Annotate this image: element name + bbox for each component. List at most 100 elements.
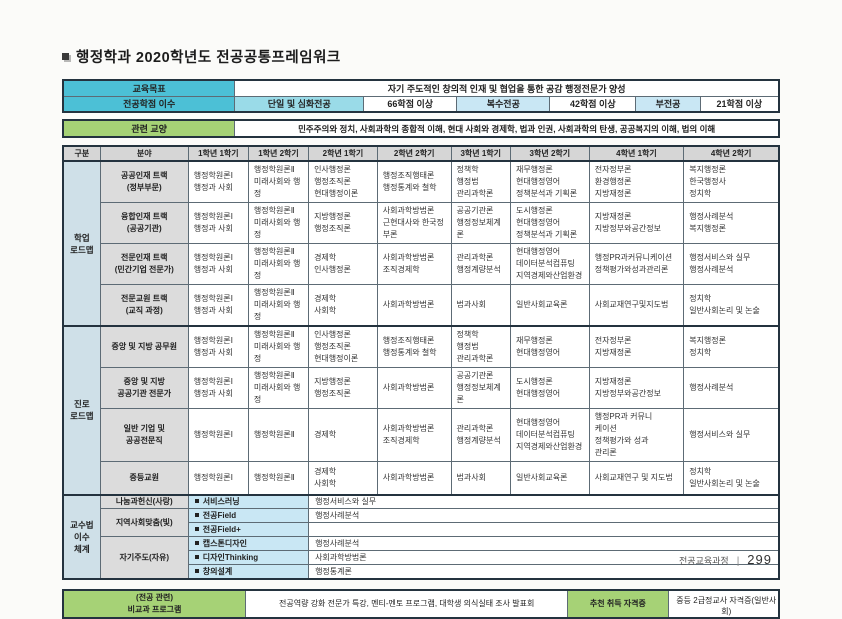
course-cell: 정치학 일반사회논리 및 논술	[683, 461, 780, 495]
course-cell: 행정학원론Ⅱ	[247, 408, 310, 462]
extra-row: (전공 관련) 비교과 프로그램 전공역량 강화 전문가 특강, 멘티-멘토 프…	[62, 589, 780, 618]
curriculum-row: 융합인재 트랙 (공공기관) 행정학원론Ⅰ 행정과 사회 행정학원론Ⅱ 미래사회와 …	[63, 202, 780, 244]
teaching-row: 창의설계 행정통계론	[63, 564, 780, 579]
credit-value-minor: 21학점 이상	[699, 95, 780, 113]
column-header: 4학년 2학기	[683, 145, 780, 162]
track-label: 중등교원	[99, 461, 189, 495]
teaching-row: 전공Field+	[63, 522, 780, 537]
noncurricular-label: (전공 관련) 비교과 프로그램	[62, 589, 247, 618]
course-cell: 행정학원론Ⅱ	[247, 461, 310, 495]
goal-value: 자기 주도적인 창의적 인재 및 협업을 통한 공감 행정전문가 양성	[234, 79, 780, 97]
course-cell: 일반사회교육론	[509, 284, 590, 327]
course-cell: 공공기관론 행정정보체계론	[450, 202, 511, 244]
credit-value-single: 66학점 이상	[363, 95, 458, 113]
teaching-course-cell: 행정사례분석	[308, 508, 780, 523]
course-cell: 지방재정론 지방정부와공간정보	[588, 202, 685, 244]
course-cell: 행정학원론Ⅱ 미래사회와 행정	[247, 367, 310, 409]
column-header: 2학년 1학기	[308, 145, 378, 162]
liberal-table: 관련 교양 민주주의와 정치, 사회과학의 종합적 이해, 현대 사회와 경제학…	[62, 119, 780, 138]
course-cell: 경제학 인사행정론	[308, 243, 378, 285]
teaching-course-cell: 사회과학방법론	[308, 550, 780, 565]
course-cell: 행정학원론Ⅰ 행정과 사회	[187, 284, 249, 327]
course-cell: 행정학원론Ⅱ 미래사회와 행정	[247, 160, 310, 203]
course-cell: 행정학원론Ⅱ 미래사회와 행정	[247, 243, 310, 285]
teaching-method-text: 디자인Thinking	[202, 553, 259, 562]
course-cell: 사회과학방법론 조직경제학	[376, 408, 452, 462]
track-label: 중앙 및 지방 공무원	[99, 325, 189, 368]
teaching-method-label: 서비스러닝	[187, 493, 310, 509]
track-label: 전문인재 트랙 (민간기업 전문가)	[99, 243, 189, 285]
course-cell: 복지행정론 정치학	[683, 325, 780, 368]
course-cell: 관리과학론 행정계량분석	[450, 408, 511, 462]
course-cell: 도시행정론 현대행정영어 정책분석과 기획론	[509, 202, 590, 244]
course-cell: 경제학 사회학	[308, 461, 378, 495]
credit-type-double: 복수전공	[456, 95, 551, 113]
curriculum-table: 구분 분야 1학년 1학기 1학년 2학기 2학년 1학기 2학년 2학기 3학년 1학기 3…	[62, 145, 780, 580]
course-cell: 행정학원론Ⅰ 행정과 사회	[187, 202, 249, 244]
page-title: 행정학과 2020학년도 전공공통프레임워크	[76, 50, 341, 66]
column-header: 3학년 1학기	[450, 145, 511, 162]
course-cell: 사회과학방법론 조직경제학	[376, 243, 452, 285]
course-cell: 복지행정론 한국행정사 정치학	[683, 160, 780, 203]
course-cell: 경제학 사회학	[308, 284, 378, 327]
liberal-value: 민주주의와 정치, 사회과학의 종합적 이해, 현대 사회와 경제학, 법과 인…	[234, 119, 780, 138]
course-cell: 행정조직행태론 행정통계와 철학	[376, 160, 452, 203]
course-cell: 사회과학방법론	[376, 284, 452, 327]
course-cell: 현대행정영어 데이터분석컴퓨팅 지역경제와산업환경	[509, 243, 590, 285]
bullet-square-icon	[194, 568, 199, 573]
teaching-method-text: 전공Field	[202, 511, 237, 520]
column-header: 4학년 1학기	[588, 145, 685, 162]
teaching-category-label: 지역사회맞춤(빛)	[99, 508, 189, 537]
course-cell: 행정학원론Ⅱ 미래사회와 행정	[247, 284, 310, 327]
liberal-label: 관련 교양	[62, 119, 236, 138]
teaching-method-text: 서비스러닝	[202, 497, 240, 507]
credit-type-minor: 부전공	[635, 95, 701, 113]
track-label: 공공인재 트랙 (정부부문)	[99, 160, 189, 203]
course-cell: 지방재정론 지방정부와공간정보	[588, 367, 685, 409]
course-cell: 행정학원론Ⅱ 미래사회와 행정	[247, 202, 310, 244]
track-label: 전문교원 트랙 (교직 과정)	[99, 284, 189, 327]
curriculum-row: 일반 기업 및 공공전문직 행정학원론Ⅰ 행정학원론Ⅱ 경제학 사회과학방법론 조직경제…	[63, 408, 780, 462]
certificate-value: 중등 2급정교사 자격증(일반사회)	[667, 589, 780, 618]
course-cell: 행정조직행태론 행정통계와 철학	[376, 325, 452, 368]
course-cell: 재무행정론 현대행정영어 정책분석과 기획론	[509, 160, 590, 203]
curriculum-row: 진로 로드맵 중앙 및 지방 공무원 행정학원론Ⅰ 행정과 사회 행정학원론Ⅱ 미래사…	[62, 325, 780, 496]
title-bullet-icon	[62, 53, 69, 60]
column-header: 2학년 2학기	[376, 145, 452, 162]
course-cell: 사회교재연구 및 지도법	[588, 461, 685, 495]
course-cell: 일반사회교육론	[509, 461, 590, 495]
course-cell: 행정학원론Ⅰ 행정과 사회	[187, 243, 249, 285]
course-cell: 행정PR과커뮤니케이션 정책평가와성과관리론	[588, 243, 685, 285]
column-header: 1학년 2학기	[247, 145, 310, 162]
extra-table: (전공 관련) 비교과 프로그램 전공역량 강화 전문가 특강, 멘티-멘토 프…	[62, 588, 780, 619]
bullet-square-icon	[194, 527, 199, 531]
liberal-row: 관련 교양 민주주의와 정치, 사회과학의 종합적 이해, 현대 사회와 경제학…	[62, 119, 780, 138]
course-cell: 사회교재연구및지도법	[588, 284, 685, 327]
curriculum-row: 학업 로드맵 공공인재 트랙 (정부부문) 행정학원론Ⅰ 행정과 사회 행정학원론Ⅱ …	[62, 160, 780, 327]
title-row: 행정학과 2020학년도 전공공통프레임워크	[62, 46, 780, 67]
course-cell: 사회과학방법론	[376, 461, 452, 495]
teaching-method-text: 캡스톤디자인	[202, 539, 247, 548]
course-cell: 정책학 행정법 관리과학론	[450, 160, 511, 203]
course-cell: 인사행정론 행정조직론 현대행정이론	[308, 160, 378, 203]
curriculum-row: 중앙 및 지방 공공기관 전문가 행정학원론Ⅰ 행정과 사회 행정학원론Ⅱ 미래사회…	[63, 367, 780, 409]
teaching-group-label: 교수법 이수 체계	[62, 493, 101, 580]
column-header: 3학년 2학기	[509, 145, 590, 162]
course-cell: 행정학원론Ⅰ	[187, 461, 249, 495]
course-cell: 행정학원론Ⅰ 행정과 사회	[187, 367, 249, 409]
page-footer: 전공교육과정 | 299	[679, 552, 772, 567]
bullet-square-icon	[194, 513, 199, 517]
course-cell: 행정서비스와 실무	[683, 408, 780, 462]
course-cell: 법과사회	[450, 284, 511, 327]
roadmap-group-label: 학업 로드맵	[62, 160, 101, 327]
bullet-square-icon	[194, 555, 199, 559]
teaching-method-label: 전공Field	[187, 508, 310, 523]
curriculum-row: 전문교원 트랙 (교직 과정) 행정학원론Ⅰ 행정과 사회 행정학원론Ⅱ 미래사회와…	[63, 284, 780, 327]
footer-separator: |	[736, 556, 740, 567]
teaching-category-label: 나눔과헌신(사랑)	[99, 493, 189, 509]
curriculum-row: 중등교원 행정학원론Ⅰ 행정학원론Ⅱ 경제학 사회학 사회과학방법론 법과사회 일반사회교육…	[63, 461, 780, 495]
course-cell: 현대행정영어 데이터분석컴퓨팅 지역경제와산업환경	[509, 408, 590, 462]
course-cell: 행정PR과 커뮤니 케이션 정책평가와 성과 관리론	[588, 408, 685, 462]
teaching-row: 교수법 이수 체계 나눔과헌신(사랑) 서비스러닝 행정서비스와 실무	[62, 493, 780, 580]
teaching-method-label: 캡스톤디자인	[187, 536, 310, 551]
